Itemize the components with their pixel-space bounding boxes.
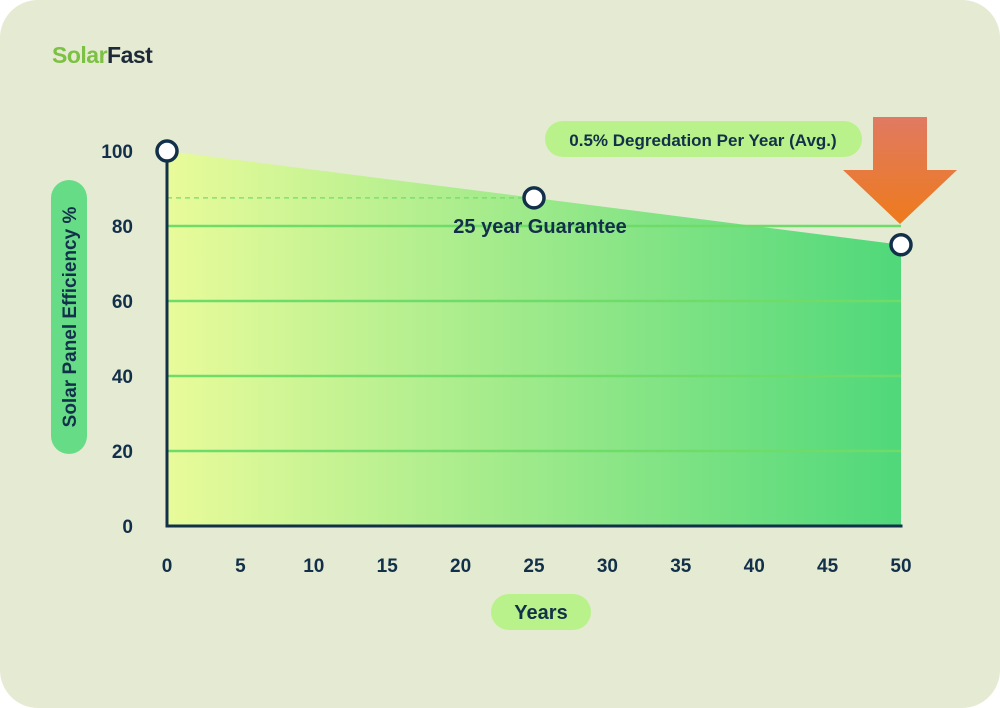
y-axis-label-pill — [51, 180, 87, 454]
x-tick-label: 0 — [162, 556, 173, 577]
x-tick-label: 45 — [817, 556, 839, 577]
degradation-pill — [545, 121, 862, 157]
y-tick-label: 20 — [112, 442, 133, 463]
y-tick-label: 40 — [112, 367, 133, 388]
y-tick-label: 60 — [112, 292, 133, 313]
x-tick-label: 20 — [450, 556, 471, 577]
x-tick-label: 35 — [670, 556, 692, 577]
brand-name-part1: Solar — [52, 42, 108, 68]
x-tick-label: 30 — [597, 556, 618, 577]
data-point-marker — [155, 139, 179, 163]
y-tick-label: 100 — [101, 142, 133, 163]
brand-name-part2: Fast — [107, 42, 153, 68]
y-tick-label: 80 — [112, 217, 133, 238]
x-axis-label: Years — [514, 602, 567, 624]
x-tick-label: 50 — [890, 556, 911, 577]
x-tick-label: 10 — [303, 556, 324, 577]
brand-logo: SolarFast — [52, 42, 153, 69]
degradation-arrow-icon — [843, 117, 957, 224]
x-tick-label: 25 — [523, 556, 545, 577]
efficiency-area — [167, 151, 901, 526]
x-tick-label: 5 — [235, 556, 246, 577]
x-tick-label: 40 — [744, 556, 765, 577]
x-tick-label: 15 — [377, 556, 399, 577]
guarantee-annotation: 25 year Guarantee — [453, 216, 626, 238]
data-point-marker — [522, 186, 546, 210]
x-axis-label-pill — [491, 594, 591, 630]
y-tick-label: 0 — [122, 517, 133, 538]
y-axis-label: Solar Panel Efficiency % — [60, 207, 81, 428]
degradation-annotation: 0.5% Degredation Per Year (Avg.) — [569, 131, 836, 150]
data-point-marker — [889, 233, 913, 257]
